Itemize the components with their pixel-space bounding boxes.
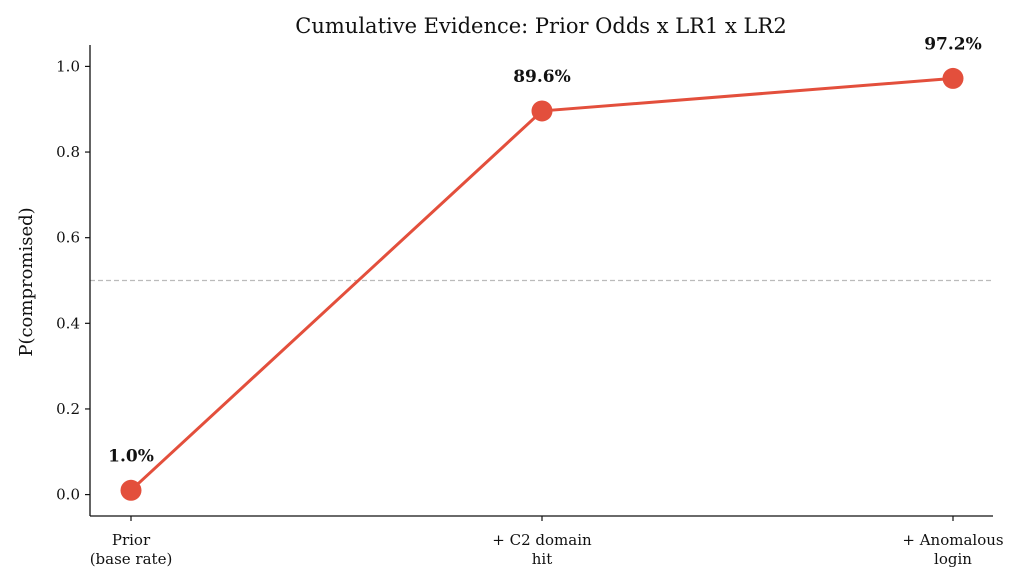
data-label: 1.0%	[108, 446, 154, 466]
data-point	[120, 479, 142, 501]
x-tick-label: + C2 domain hit	[492, 531, 592, 568]
x-tick-label: Prior (base rate)	[90, 531, 173, 568]
data-label: 97.2%	[924, 34, 982, 54]
data-point	[531, 100, 553, 122]
plot-area: 0.0 0.2 0.4 0.6 0.8 1.0 Prior (base rate) + C2 d…	[56, 34, 1003, 568]
y-tick-label: 0.2	[56, 400, 80, 418]
y-tick-label: 0.8	[56, 143, 80, 161]
x-tick-label: + Anomalous login	[902, 531, 1003, 568]
data-label: 89.6%	[513, 67, 571, 87]
y-tick-label: 0.0	[56, 486, 80, 504]
y-tick-label: 0.6	[56, 229, 80, 247]
chart-title: Cumulative Evidence: Prior Odds x LR1 x …	[295, 14, 786, 38]
y-tick-label: 1.0	[56, 57, 80, 75]
y-axis-label: P(compromised)	[16, 207, 37, 356]
series-line	[129, 76, 954, 492]
y-tick-label: 0.4	[56, 314, 80, 332]
data-point	[942, 67, 964, 89]
